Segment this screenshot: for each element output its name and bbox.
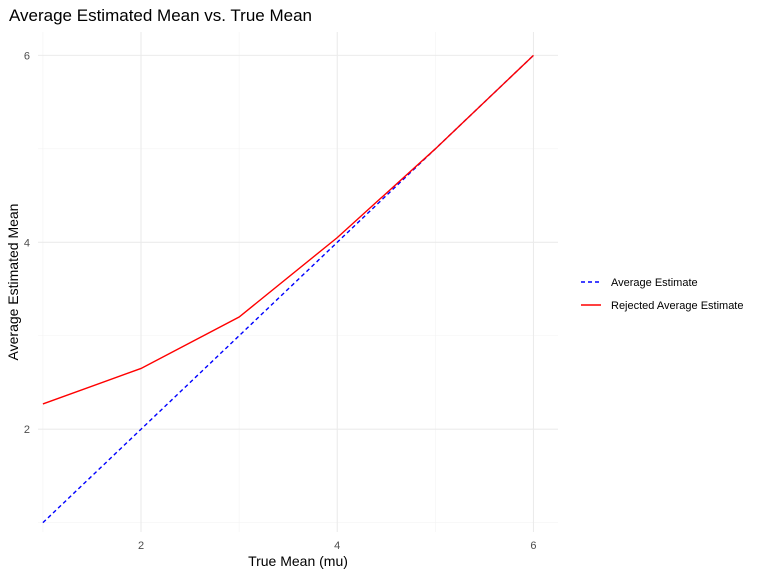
legend-label-1: Average Estimate <box>611 277 698 289</box>
series-line-2 <box>42 54 534 405</box>
y-axis-label: Average Estimated Mean <box>5 204 21 361</box>
x-tick-label: 4 <box>334 540 340 552</box>
series-line-1 <box>42 54 534 524</box>
y-tick-label: 4 <box>24 237 30 249</box>
grid <box>38 32 558 532</box>
y-tick-label: 2 <box>24 424 30 436</box>
chart-title: Average Estimated Mean vs. True Mean <box>9 6 312 25</box>
plot-lines <box>42 54 534 524</box>
x-axis-label: True Mean (mu) <box>248 553 348 569</box>
y-tick-label: 6 <box>24 50 30 62</box>
x-tick-label: 6 <box>530 540 536 552</box>
x-axis-ticks: 2 4 6 <box>138 540 537 552</box>
x-tick-label: 2 <box>138 540 144 552</box>
legend-label-2: Rejected Average Estimate <box>611 300 743 312</box>
legend: Average Estimate Rejected Average Estimat… <box>581 277 743 312</box>
y-axis-ticks: 2 4 6 <box>24 50 30 436</box>
